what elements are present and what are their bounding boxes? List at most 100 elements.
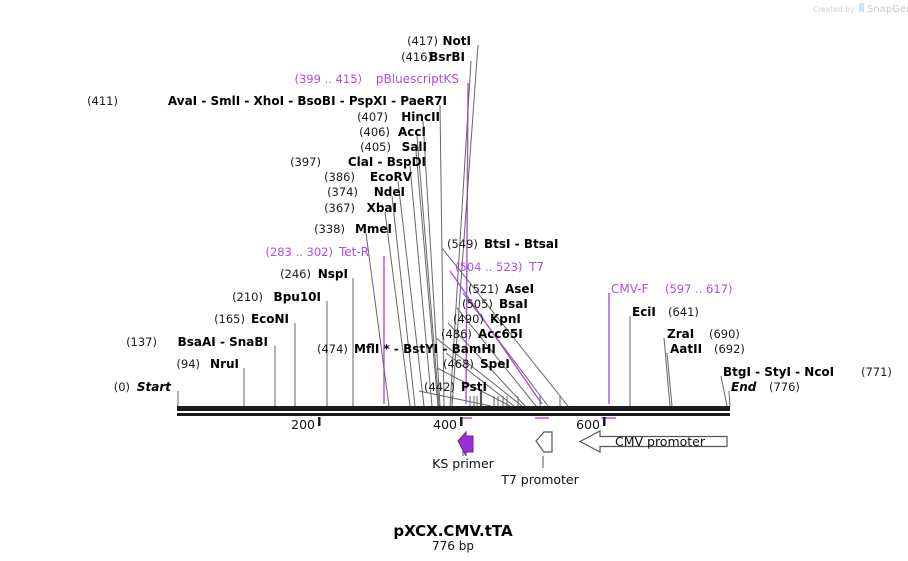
label-position: (776) — [769, 380, 800, 394]
label-enzyme-name: XbaI — [367, 201, 397, 215]
ruler-label-400: 400 — [433, 417, 457, 432]
label-aseI[interactable]: (521) AseI — [468, 282, 534, 296]
label-position: (367) — [324, 201, 355, 215]
label-ecoRV[interactable]: (386) EcoRV — [324, 170, 413, 184]
label-enzyme-name: AseI — [505, 282, 534, 296]
ruler: 200 400 600 — [291, 417, 606, 432]
label-position: (417) — [407, 34, 438, 48]
label-nspI[interactable]: (246) NspI — [280, 267, 348, 281]
label-btgI-group[interactable]: BtgI - StyI - NcoI (771) — [723, 365, 892, 379]
ks-primer-arrow-icon — [457, 430, 474, 457]
ks-primer-label: KS primer — [432, 456, 495, 471]
label-cmv-f[interactable]: CMV-F (597 .. 617) — [611, 282, 733, 296]
label-ecoNI[interactable]: (165) EcoNI — [214, 312, 289, 326]
label-hincII[interactable]: (407) HincII — [357, 110, 440, 124]
label-enzyme-name: Bpu10I — [274, 290, 321, 304]
leader-lines-left — [177, 44, 479, 419]
label-notI[interactable]: (417) NotI — [407, 34, 471, 48]
label-position: (771) — [861, 365, 892, 379]
label-enzyme-name: BsaI — [499, 297, 528, 311]
ruler-tick-200 — [318, 417, 321, 426]
label-enzyme-name: BtsI - BtsaI — [484, 237, 558, 251]
label-xbaI[interactable]: (367) XbaI — [324, 201, 397, 215]
label-enzyme-name: AatII — [670, 342, 702, 356]
label-pbluescriptks[interactable]: (399 .. 415) pBluescriptKS — [295, 72, 460, 86]
cmv-promoter-arrow-icon — [578, 430, 728, 453]
label-avaI-group[interactable]: (411) AvaI - SmlI - XhoI - BsoBI - PspXI… — [87, 94, 447, 108]
label-position: (641) — [668, 305, 699, 319]
label-position: (165) — [214, 312, 245, 326]
label-bsrBI[interactable]: (416) BsrBI — [401, 50, 465, 64]
label-position: (521) — [468, 282, 499, 296]
label-position: (397) — [290, 155, 321, 169]
label-enzyme-name: SpeI — [480, 357, 510, 371]
label-enzyme-name: NruI — [210, 357, 239, 371]
label-btsI-group[interactable]: (549) BtsI - BtsaI — [447, 237, 558, 251]
label-kpnI[interactable]: (490) KpnI — [453, 312, 521, 326]
label-mmeI[interactable]: (338) MmeI — [314, 222, 392, 236]
label-feature-name: T7 — [528, 260, 544, 274]
label-nruI[interactable]: (94) NruI — [176, 357, 239, 371]
label-position: (411) — [87, 94, 118, 108]
label-position: (692) — [714, 342, 745, 356]
label-eciI[interactable]: EciI (641) — [632, 305, 699, 319]
label-enzyme-name: BsaAI - SnaBI — [178, 335, 268, 349]
label-bsaAI-group[interactable]: (137) BsaAI - SnaBI — [126, 335, 268, 349]
label-acc65I[interactable]: (486) Acc65I — [441, 327, 523, 341]
feature-cmv-promoter[interactable]: CMV promoter — [578, 430, 728, 453]
watermark-brand: SnapGene — [867, 4, 908, 15]
label-ndeI[interactable]: (374) NdeI — [327, 185, 405, 199]
label-position: (210) — [232, 290, 263, 304]
label-enzyme-name: BsrBI — [429, 50, 465, 64]
label-position: (283 .. 302) — [266, 245, 334, 259]
label-enzyme-name: BtgI - StyI - NcoI — [723, 365, 834, 379]
label-enzyme-name: MflI * - BstYI - BamHI — [354, 342, 496, 356]
label-terminus-name: End — [731, 380, 757, 394]
label-pstI[interactable]: (442) PstI — [424, 380, 487, 394]
label-position: (406) — [359, 125, 390, 139]
label-enzyme-name: Acc65I — [478, 327, 523, 341]
label-enzyme-name: ClaI - BspDI — [348, 155, 426, 169]
watermark-created-by: Created by — [813, 5, 855, 14]
label-position: (486) — [441, 327, 472, 341]
label-enzyme-name: ZraI — [667, 327, 694, 341]
label-enzyme-name: NspI — [318, 267, 348, 281]
label-mflI-group[interactable]: (474) MflI * - BstYI - BamHI — [317, 342, 496, 356]
label-enzyme-name: EcoNI — [251, 312, 289, 326]
cmv-promoter-label: CMV promoter — [615, 434, 706, 449]
label-enzyme-name: AccI — [398, 125, 426, 139]
label-position: (416) — [401, 50, 432, 64]
label-position: (407) — [357, 110, 388, 124]
feature-ks-primer[interactable]: KS primer — [432, 430, 495, 471]
label-feature-name: pBluescriptKS — [376, 72, 459, 86]
label-position: (505) — [462, 297, 493, 311]
label-salI[interactable]: (405) SalI — [360, 140, 427, 154]
label-enzyme-name: NdeI — [374, 185, 405, 199]
feature-t7-promoter[interactable]: T7 promoter — [500, 431, 580, 487]
label-position: (338) — [314, 222, 345, 236]
label-position: (690) — [709, 327, 740, 341]
label-zraI[interactable]: ZraI (690) — [667, 327, 740, 341]
label-bpu10I[interactable]: (210) Bpu10I — [232, 290, 321, 304]
label-accI[interactable]: (406) AccI — [359, 125, 426, 139]
plasmid-backbone — [177, 406, 730, 416]
label-enzyme-name: EcoRV — [370, 170, 413, 184]
label-end[interactable]: End (776) — [731, 380, 800, 394]
label-feature-name: CMV-F — [611, 282, 649, 296]
label-aatII[interactable]: AatII (692) — [670, 342, 745, 356]
label-position: (504 .. 523) — [455, 260, 523, 274]
label-position: (597 .. 617) — [665, 282, 733, 296]
label-enzyme-name: SalI — [402, 140, 427, 154]
label-start[interactable]: (0) Start — [114, 380, 173, 394]
label-speI[interactable]: (468) SpeI — [443, 357, 510, 371]
plasmid-length: 776 bp — [432, 539, 474, 553]
label-claI-group[interactable]: (397) ClaI - BspDI — [290, 155, 426, 169]
label-terminus-name: Start — [137, 380, 172, 394]
label-position: (405) — [360, 140, 391, 154]
t7-promoter-arrow-icon — [535, 431, 553, 453]
label-tet-r[interactable]: (283 .. 302) Tet-R — [266, 245, 370, 259]
label-t7[interactable]: (504 .. 523) T7 — [455, 260, 544, 274]
label-bsaI[interactable]: (505) BsaI — [462, 297, 528, 311]
label-position: (549) — [447, 237, 478, 251]
